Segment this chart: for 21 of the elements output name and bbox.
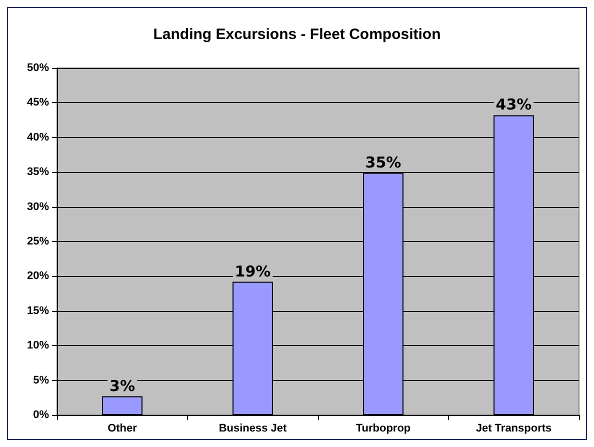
y-tick-label: 15% [26,304,50,317]
y-tick-label: 40% [26,131,50,144]
y-tick-label: 30% [26,200,50,213]
x-tick-label: Jet Transports [476,422,552,434]
y-tick-label: 35% [26,166,50,178]
y-tick-label: 25% [26,236,50,248]
x-tick-label: Other [108,422,138,434]
y-tick-label: 5% [33,374,50,386]
data-label: 35% [365,153,402,172]
x-tick-label: Turboprop [356,422,411,434]
bar [102,396,142,415]
data-label: 43% [496,96,532,114]
y-tick-label: 0% [33,409,50,421]
chart-title: Landing Excursions - Fleet Composition [153,26,441,43]
data-label: 19% [234,262,271,280]
data-label: 3% [110,376,135,395]
y-tick-label: 10% [26,340,50,352]
y-tick-label: 45% [26,96,50,109]
y-tick-label: 50% [26,62,50,74]
y-tick-label: 20% [26,270,50,282]
x-tick-label: Business Jet [218,422,288,434]
